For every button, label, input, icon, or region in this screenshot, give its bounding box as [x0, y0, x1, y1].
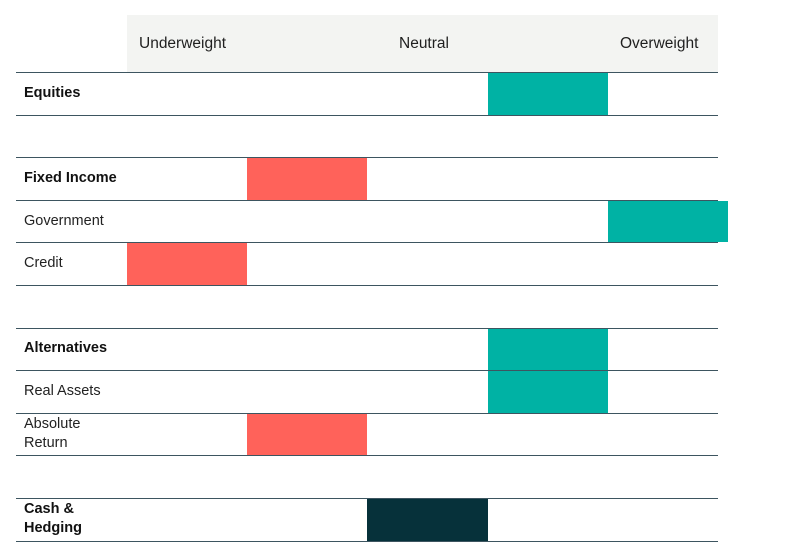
row-divider [16, 285, 718, 286]
row-divider [16, 370, 718, 371]
row-divider [16, 242, 718, 243]
position-cell-underweight [247, 158, 368, 200]
row-label: Equities [24, 84, 81, 101]
header-underweight: Underweight [139, 35, 227, 52]
row-divider [16, 455, 718, 456]
row-label: Fixed Income [24, 170, 117, 186]
row-divider [16, 413, 718, 414]
row-label: Alternatives [24, 340, 108, 357]
section-divider [16, 157, 718, 158]
position-cell-overweight [487, 73, 608, 115]
position-cell-underweight [127, 243, 248, 285]
row-label: Cash & Hedging [24, 501, 82, 537]
section-divider [16, 328, 718, 329]
row-label: Real Assets [24, 383, 101, 399]
row-divider [16, 200, 718, 201]
scale-header [127, 15, 718, 72]
row-divider [16, 72, 718, 73]
header-overweight: Overweight [620, 35, 699, 52]
header-neutral: Neutral [399, 35, 449, 52]
position-cell-underweight [247, 413, 368, 456]
section-divider [16, 498, 718, 499]
row-label: Absolute Return [24, 416, 81, 452]
row-divider [16, 115, 718, 116]
row-label: Government [24, 212, 104, 229]
position-cell-overweight [487, 328, 608, 371]
position-cell-overweight [607, 200, 728, 243]
position-cell-neutral [367, 499, 488, 541]
row-label: Credit [24, 255, 63, 272]
row-divider [16, 541, 718, 542]
position-cell-overweight [487, 371, 608, 413]
